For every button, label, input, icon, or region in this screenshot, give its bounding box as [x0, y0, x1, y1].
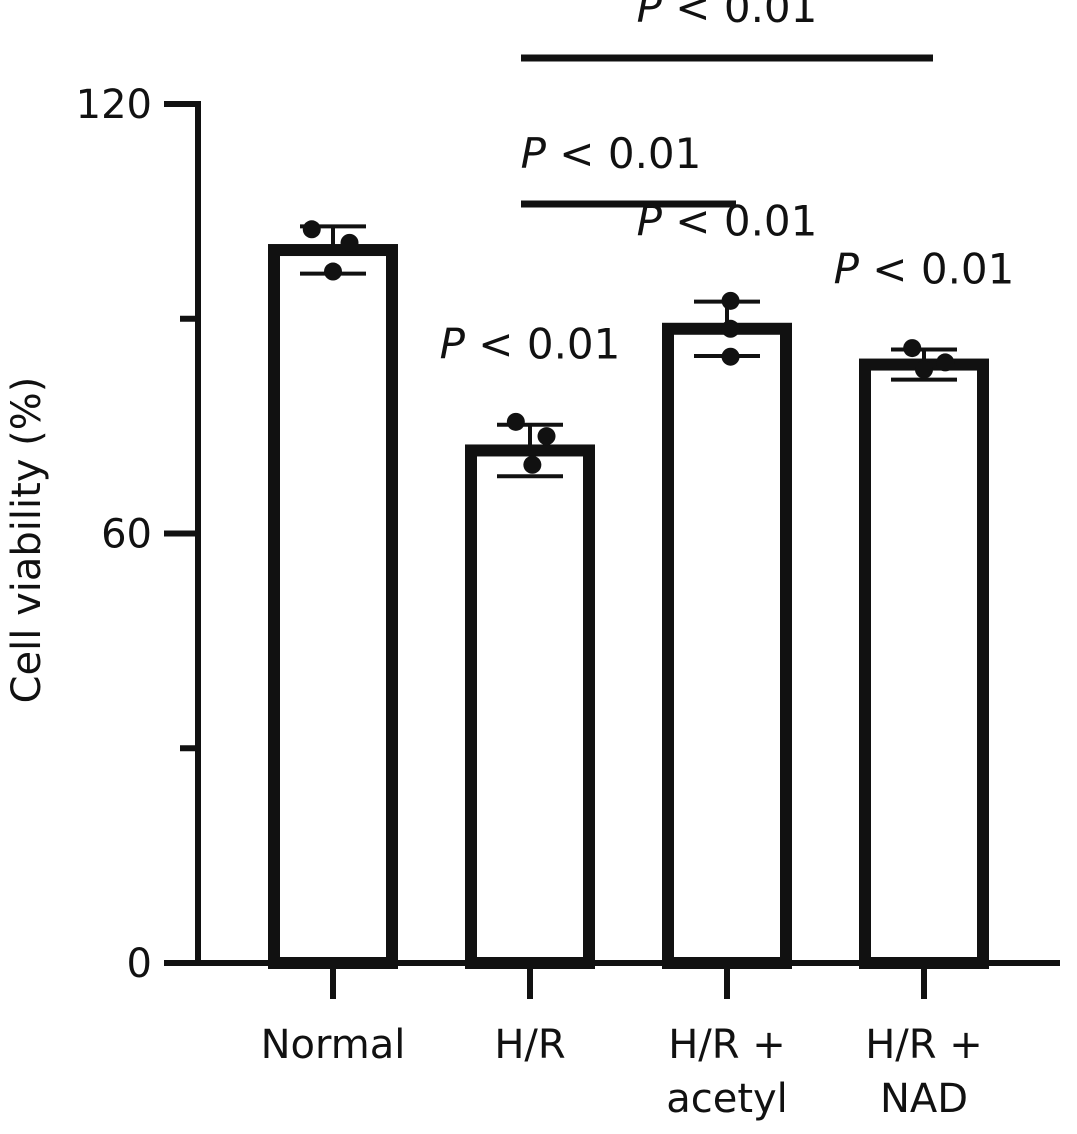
- data-point-2-0: [721, 291, 740, 310]
- x-tick-label-2: H/R +: [668, 1022, 786, 1068]
- x-tick-label-line2-3: NAD: [880, 1076, 968, 1122]
- x-tick-label-1: H/R: [494, 1022, 565, 1068]
- data-point-3-0: [903, 339, 922, 358]
- bar-0: [268, 244, 398, 969]
- bar-3: [859, 358, 989, 969]
- data-point-1-2: [523, 455, 542, 474]
- bar-annotation-2: P < 0.01: [834, 245, 1015, 294]
- x-tick-label-line2-2: acetyl: [666, 1076, 788, 1122]
- data-point-3-1: [936, 353, 955, 372]
- data-point-1-1: [537, 427, 556, 446]
- x-tick-label-3: H/R +: [865, 1022, 983, 1068]
- x-tick-label-0: Normal: [261, 1022, 406, 1068]
- bars-layer: [268, 224, 989, 970]
- axes-layer: Normal H/R H/R + acetyl H/R + NAD 0 60 120: [76, 82, 1060, 1122]
- annotation-layer: P < 0.01P < 0.01P < 0.01P < 0.01P < 0.01: [440, 0, 1015, 369]
- bar-annotation-0: P < 0.01: [440, 320, 621, 369]
- data-point-0-2: [324, 262, 342, 281]
- comparison-label-0: P < 0.01: [521, 129, 702, 178]
- y-tick-label-1: 60: [101, 512, 152, 558]
- data-point-3-2: [915, 360, 933, 379]
- y-axis-label: Cell viability (%): [4, 377, 50, 704]
- comparison-label-1: P < 0.01: [637, 0, 818, 32]
- data-point-1-0: [506, 412, 525, 431]
- data-point-2-2: [721, 347, 740, 366]
- bar-1: [465, 444, 595, 970]
- bar-2: [662, 322, 792, 969]
- y-tick-label-2: 120: [76, 82, 152, 128]
- data-point-0-1: [340, 233, 359, 252]
- data-point-2-1: [721, 319, 740, 338]
- y-tick-label-0: 0: [127, 941, 152, 987]
- data-point-0-0: [302, 220, 321, 239]
- points-layer: [302, 220, 955, 474]
